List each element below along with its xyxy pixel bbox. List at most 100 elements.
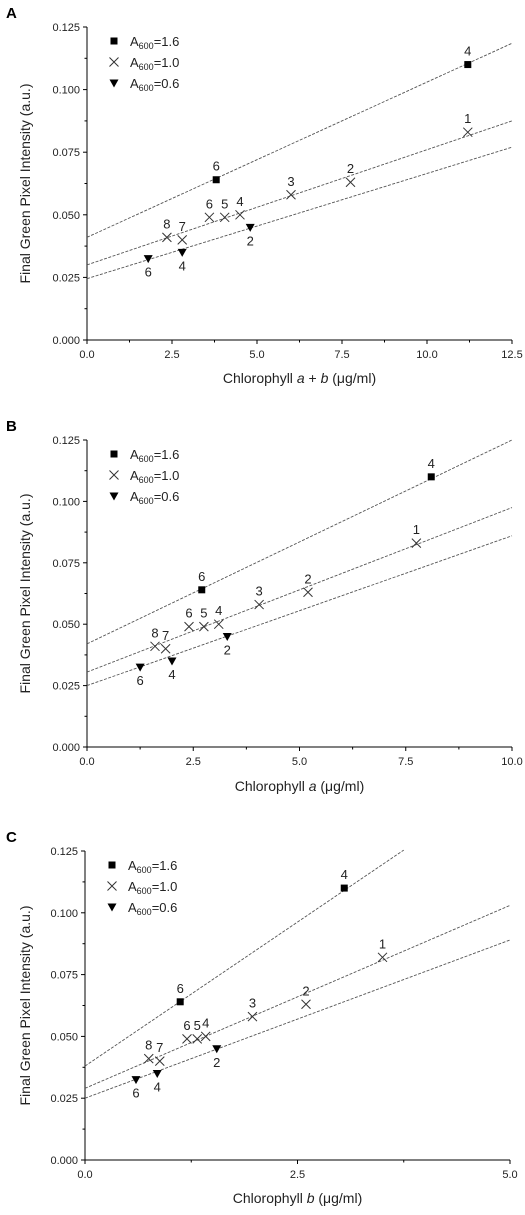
data-point-series-2 <box>286 189 296 200</box>
x-axis-title-part: Chlorophyll <box>233 1190 307 1206</box>
panel-letter: A <box>6 5 17 22</box>
point-label: 4 <box>215 603 222 618</box>
point-label: 7 <box>179 219 186 234</box>
data-point-series-2 <box>377 952 388 963</box>
point-label: 4 <box>168 667 175 682</box>
legend-label-3: A600=0.6 <box>130 76 179 93</box>
data-point-series-2 <box>301 999 311 1010</box>
point-label: 8 <box>145 1038 152 1053</box>
x-tick-label: 12.5 <box>501 349 522 361</box>
y-tick-label: 0.050 <box>50 1031 78 1043</box>
chart-panel-C: C 0.0 2.5 5.0 0.000 0.025 0.050 0.075 0.100 0.125… <box>6 829 518 1206</box>
point-label: 7 <box>162 628 169 643</box>
data-point-series-2 <box>462 127 473 138</box>
fit-line-series-2 <box>84 904 511 1089</box>
legend-label-2: A600=1.0 <box>128 879 177 896</box>
y-tick-label: 0.075 <box>52 558 80 570</box>
legend-marker-2 <box>109 57 119 67</box>
x-axis-title-part: Chlorophyll <box>235 778 309 794</box>
y-axis-title: Final Green Pixel Intensity (a.u.) <box>17 906 33 1106</box>
data-point-series-2 <box>204 212 215 223</box>
point-label: 6 <box>213 159 220 174</box>
x-axis-title-part: + <box>305 370 321 386</box>
x-axis-title-part: (μg/ml) <box>317 778 365 794</box>
data-point-series-2 <box>162 232 172 243</box>
data-point-series-2 <box>184 621 194 632</box>
legend-marker-1 <box>110 37 118 45</box>
y-tick-label: 0.100 <box>52 85 80 97</box>
point-label: 2 <box>213 1055 220 1070</box>
x-tick-label: 2.5 <box>290 1169 305 1181</box>
data-point-series-2 <box>154 1056 165 1066</box>
panel-letter: B <box>6 418 17 435</box>
x-axis-title: Chlorophyll a + b (μg/ml) <box>223 370 376 386</box>
data-point-series-2 <box>177 234 188 245</box>
data-point-series-3 <box>245 223 255 232</box>
legend-label-1: A600=1.6 <box>128 858 177 875</box>
data-point-series-3 <box>131 1076 141 1085</box>
data-point-series-2 <box>160 643 171 654</box>
legend-marker-1 <box>110 450 118 458</box>
x-axis-title-part: (μg/ml) <box>328 370 376 386</box>
point-label: 2 <box>247 233 254 248</box>
y-tick-label: 0.025 <box>50 1093 78 1105</box>
fit-line-series-1 <box>86 42 513 238</box>
point-label: 4 <box>202 1015 209 1030</box>
point-label: 2 <box>347 161 354 176</box>
y-tick-label: 0.100 <box>50 908 78 920</box>
x-axis-title-part: b <box>307 1190 315 1206</box>
point-label: 3 <box>256 584 263 599</box>
point-label: 4 <box>154 1079 161 1094</box>
point-label: 5 <box>221 196 228 211</box>
point-label: 1 <box>413 522 420 537</box>
x-axis-title-part: b <box>321 370 329 386</box>
chart-panel-A: A 0.0 2.5 5.0 7.5 10.0 12.5 0.000 0.025 0.050 0.07… <box>6 5 523 386</box>
data-point-series-1 <box>176 998 184 1006</box>
legend-label-3: A600=0.6 <box>130 489 179 506</box>
x-tick-label: 0.0 <box>79 349 94 361</box>
data-point-series-3 <box>177 248 187 257</box>
point-label: 1 <box>464 111 471 126</box>
y-tick-label: 0.000 <box>52 335 80 347</box>
point-label: 7 <box>156 1040 163 1055</box>
data-point-series-3 <box>222 632 232 641</box>
y-tick-label: 0.075 <box>52 147 80 159</box>
y-tick-label: 0.050 <box>52 210 80 222</box>
fit-line-series-1 <box>86 439 513 645</box>
y-tick-label: 0.025 <box>52 272 80 284</box>
x-axis-title-part: a <box>309 778 317 794</box>
x-axis-title: Chlorophyll b (μg/ml) <box>233 1190 362 1206</box>
x-tick-label: 10.0 <box>416 349 437 361</box>
point-label: 6 <box>206 196 213 211</box>
point-label: 4 <box>428 456 435 471</box>
x-tick-label: 10.0 <box>501 756 522 768</box>
point-label: 5 <box>194 1018 201 1033</box>
fit-line-series-3 <box>86 535 513 687</box>
data-point-series-2 <box>303 587 313 598</box>
x-tick-label: 5.0 <box>292 756 307 768</box>
x-tick-label: 2.5 <box>186 756 201 768</box>
y-tick-label: 0.050 <box>52 619 80 631</box>
point-label: 3 <box>249 996 256 1011</box>
point-label: 4 <box>179 258 186 273</box>
legend-marker-2 <box>107 881 117 891</box>
x-tick-label: 2.5 <box>164 349 179 361</box>
x-tick-label: 0.0 <box>77 1169 92 1181</box>
fit-line-series-3 <box>86 146 513 280</box>
data-point-series-2 <box>199 621 209 632</box>
legend-label-1: A600=1.6 <box>130 34 179 51</box>
chart-panel-B: B 0.0 2.5 5.0 7.5 10.0 0.000 0.025 0.050 0.075 0.1… <box>6 418 523 794</box>
data-point-series-2 <box>254 599 264 610</box>
data-point-series-1 <box>198 586 206 594</box>
fit-line-series-1 <box>84 849 405 1067</box>
x-tick-label: 7.5 <box>398 756 413 768</box>
point-label: 6 <box>137 673 144 688</box>
data-point-series-2 <box>345 177 356 188</box>
x-axis-title-part: a <box>297 370 305 386</box>
x-axis-title: Chlorophyll a (μg/ml) <box>235 778 364 794</box>
legend-marker-2 <box>109 470 119 480</box>
fit-line-series-2 <box>86 120 513 266</box>
data-point-series-2 <box>143 1053 154 1064</box>
data-point-series-3 <box>135 663 145 672</box>
y-tick-label: 0.000 <box>52 742 80 754</box>
